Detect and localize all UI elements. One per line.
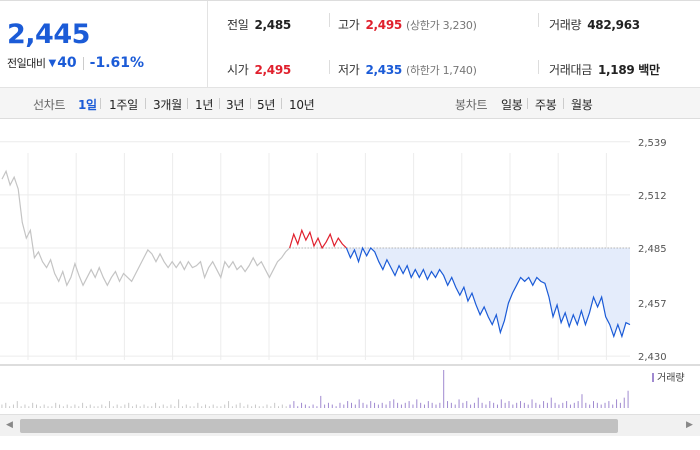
chart-period-tabs: 선차트 1일 1주일 3개월 1년 3년 5년 10년 봉차트 일봉 주봉 월봉: [0, 88, 700, 119]
history-price-line: [1, 169, 291, 287]
high-value: 2,495: [365, 18, 402, 32]
divider: [538, 60, 539, 74]
volume-legend-swatch: [652, 373, 654, 382]
price-change: 전일대비 ▼ 40 -1.61%: [7, 55, 144, 71]
trade-value-label: 거래대금: [549, 63, 592, 77]
upper-limit: (상한가 3,230): [405, 19, 477, 32]
down-triangle-icon: ▼: [48, 57, 57, 69]
divider: [527, 98, 528, 109]
today-price-line-above-prev-close: [289, 228, 347, 250]
tab-monthly-candle[interactable]: 월봉: [571, 98, 593, 112]
prev-close-stat: 전일 2,485: [227, 16, 291, 33]
tab-1day[interactable]: 1일: [78, 98, 97, 112]
candle-chart-label: 봉차트: [455, 98, 488, 112]
y-tick-label: 2,539: [638, 138, 667, 149]
y-axis: 2,539 2,512 2,485 2,457 2,430: [638, 138, 667, 363]
tab-3month[interactable]: 3개월: [153, 98, 182, 112]
prev-close-label: 전일: [227, 18, 249, 32]
y-tick-label: 2,485: [638, 244, 667, 255]
tab-1year[interactable]: 1년: [195, 98, 214, 112]
change-rate: -1.61%: [89, 55, 145, 71]
volume-value: 482,963: [587, 18, 640, 32]
scroll-left-icon[interactable]: ◀: [6, 420, 13, 430]
y-tick-label: 2,457: [638, 299, 667, 310]
high-stat: 고가 2,495 (상한가 3,230): [338, 16, 477, 33]
today-price-line-below-prev-close: [345, 246, 631, 339]
volume-bars: [1, 370, 629, 408]
chart-scrollbar[interactable]: ◀ ▶: [0, 414, 700, 436]
divider: [281, 98, 282, 109]
divider: [145, 98, 146, 109]
current-price-box: 2,445 전일대비 ▼ 40 -1.61%: [0, 1, 208, 89]
prev-close-value: 2,485: [254, 18, 291, 32]
tab-weekly-candle[interactable]: 주봉: [535, 98, 557, 112]
high-label: 고가: [338, 18, 360, 32]
divider: [187, 98, 188, 109]
tab-daily-candle[interactable]: 일봉: [501, 98, 523, 112]
tab-10year[interactable]: 10년: [289, 98, 315, 112]
volume-stat: 거래량 482,963: [549, 16, 640, 33]
divider: [100, 98, 101, 109]
tab-1week[interactable]: 1주일: [109, 98, 138, 112]
divider: [82, 56, 84, 70]
low-stat: 저가 2,435 (하한가 1,740): [338, 61, 477, 78]
tab-5year[interactable]: 5년: [257, 98, 276, 112]
trade-value-value: 1,189 백만: [597, 63, 660, 77]
stock-quote-panel: 2,445 전일대비 ▼ 40 -1.61% 전일 2,485 고가 2,495…: [0, 0, 700, 89]
divider: [563, 98, 564, 109]
scroll-thumb[interactable]: [20, 419, 618, 433]
divider: [219, 98, 220, 109]
y-tick-label: 2,430: [638, 352, 667, 363]
y-tick-label: 2,512: [638, 191, 667, 202]
change-value: 40: [57, 55, 77, 71]
change-label: 전일대비: [7, 57, 46, 70]
tab-3year[interactable]: 3년: [226, 98, 245, 112]
price-chart: 2,539 2,512 2,485 2,457 2,430 거래량: [0, 138, 700, 408]
scroll-right-icon[interactable]: ▶: [686, 420, 693, 430]
volume-legend-label: 거래량: [657, 372, 685, 384]
divider: [329, 13, 330, 27]
volume-label: 거래량: [549, 18, 582, 32]
low-value: 2,435: [365, 63, 402, 77]
lower-limit: (하한가 1,740): [405, 64, 477, 77]
open-value: 2,495: [254, 63, 291, 77]
low-label: 저가: [338, 63, 360, 77]
open-stat: 시가 2,495: [227, 61, 291, 78]
divider: [538, 13, 539, 27]
divider: [329, 60, 330, 74]
open-label: 시가: [227, 63, 249, 77]
line-chart-label: 선차트: [33, 98, 66, 112]
divider: [250, 98, 251, 109]
trade-value-stat: 거래대금 1,189 백만: [549, 61, 660, 78]
below-reference-fill: [346, 247, 630, 337]
current-price: 2,445: [7, 19, 90, 50]
